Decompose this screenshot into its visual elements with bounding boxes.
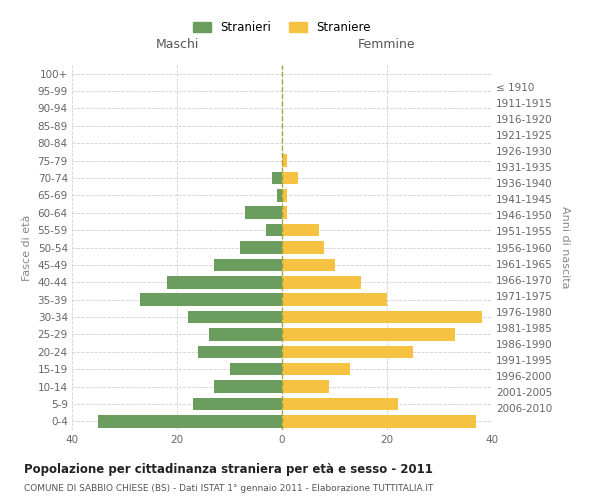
Bar — [167, 276, 282, 288]
Text: Maschi: Maschi — [155, 38, 199, 51]
Bar — [282, 398, 398, 410]
Bar — [240, 241, 282, 254]
Bar — [282, 241, 324, 254]
Bar — [282, 380, 329, 393]
Bar — [214, 380, 282, 393]
Bar — [282, 311, 482, 324]
Bar — [198, 346, 282, 358]
Text: COMUNE DI SABBIO CHIESE (BS) - Dati ISTAT 1° gennaio 2011 - Elaborazione TUTTITA: COMUNE DI SABBIO CHIESE (BS) - Dati ISTA… — [24, 484, 433, 493]
Bar — [229, 363, 282, 376]
Bar — [277, 189, 282, 202]
Bar — [282, 172, 298, 184]
Bar — [282, 154, 287, 167]
Bar — [282, 415, 476, 428]
Bar — [98, 415, 282, 428]
Bar — [266, 224, 282, 236]
Bar — [187, 311, 282, 324]
Y-axis label: Fasce di età: Fasce di età — [22, 214, 32, 280]
Y-axis label: Anni di nascita: Anni di nascita — [560, 206, 569, 289]
Bar — [282, 258, 335, 271]
Bar — [282, 224, 319, 236]
Bar — [140, 294, 282, 306]
Bar — [282, 189, 287, 202]
Text: Femmine: Femmine — [358, 38, 416, 51]
Bar — [282, 328, 455, 340]
Bar — [245, 206, 282, 219]
Text: Popolazione per cittadinanza straniera per età e sesso - 2011: Popolazione per cittadinanza straniera p… — [24, 462, 433, 475]
Bar — [214, 258, 282, 271]
Bar — [282, 276, 361, 288]
Bar — [282, 346, 413, 358]
Bar — [193, 398, 282, 410]
Bar — [282, 363, 350, 376]
Legend: Stranieri, Straniere: Stranieri, Straniere — [188, 16, 376, 38]
Bar — [282, 294, 387, 306]
Bar — [271, 172, 282, 184]
Bar — [282, 206, 287, 219]
Bar — [209, 328, 282, 340]
